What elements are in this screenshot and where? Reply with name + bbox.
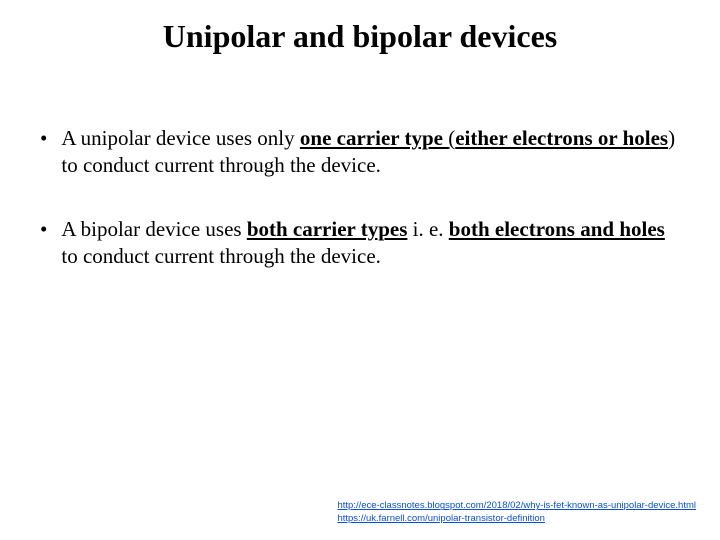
references-block: http://ece-classnotes.blogspot.com/2018/… (337, 500, 696, 526)
text-segment: A unipolar device uses only (61, 126, 300, 150)
bullet-marker: • (40, 125, 61, 152)
page-title: Unipolar and bipolar devices (0, 0, 720, 55)
list-item: • A unipolar device uses only one carrie… (40, 125, 680, 180)
reference-link[interactable]: https://uk.farnell.com/unipolar-transist… (337, 513, 696, 526)
bullet-text: A bipolar device uses both carrier types… (61, 216, 680, 271)
text-segment: to conduct current through the device. (61, 244, 381, 268)
bullet-marker: • (40, 216, 61, 243)
bullet-text: A unipolar device uses only one carrier … (61, 125, 680, 180)
reference-link[interactable]: http://ece-classnotes.blogspot.com/2018/… (337, 500, 696, 513)
text-underlined-bold: both electrons and holes (449, 217, 665, 241)
content-area: • A unipolar device uses only one carrie… (0, 55, 720, 270)
text-underlined-bold: both carrier types (247, 217, 408, 241)
text-segment: i. e. (407, 217, 448, 241)
text-underlined-bold: one carrier type (300, 126, 448, 150)
text-segment: A bipolar device uses (61, 217, 246, 241)
list-item: • A bipolar device uses both carrier typ… (40, 216, 680, 271)
text-underlined-bold: either electrons or holes (455, 126, 668, 150)
